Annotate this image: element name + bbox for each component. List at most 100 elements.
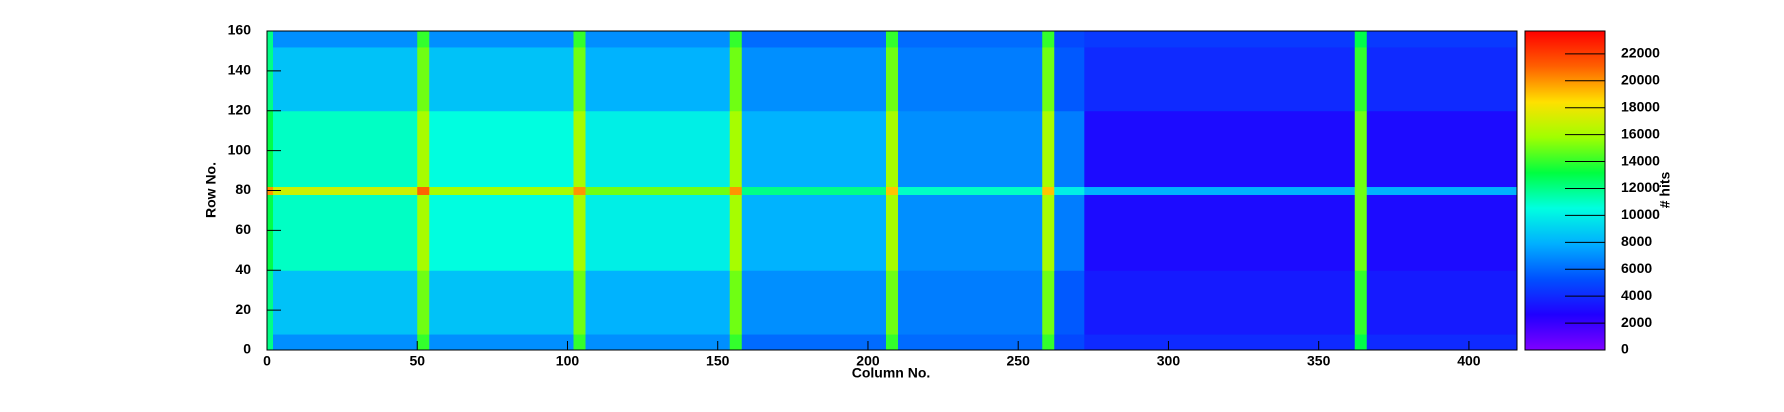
heatmap-cell	[267, 334, 274, 351]
heatmap-cell	[1054, 46, 1085, 112]
heatmap-cell	[1366, 186, 1518, 195]
heatmap-cell	[429, 186, 574, 195]
z-tick-label: 4000	[1621, 287, 1652, 303]
heatmap-cell	[417, 46, 430, 112]
heatmap-cell	[1042, 110, 1055, 188]
z-tick-label: 14000	[1621, 152, 1660, 168]
heatmap-cell	[729, 186, 743, 195]
x-axis-label: Column No.	[852, 365, 931, 381]
heatmap-cell	[273, 270, 418, 335]
heatmap-cell	[1366, 270, 1518, 335]
x-tick-label: 300	[1157, 353, 1181, 369]
heatmap-cell	[273, 194, 418, 271]
heatmap-cell	[267, 110, 274, 188]
heatmap-cell	[267, 46, 274, 112]
heatmap-cell	[1366, 46, 1518, 112]
heatmap-cell	[741, 186, 887, 195]
heatmap-cell	[585, 270, 731, 335]
z-tick-label: 20000	[1621, 72, 1660, 88]
heatmap-cell	[898, 194, 1043, 271]
heatmap-cell	[429, 110, 574, 188]
heatmap-cell	[273, 46, 418, 112]
heatmap-cell	[729, 110, 743, 188]
heatmap-cell	[1366, 31, 1518, 48]
heatmap-cell	[273, 334, 418, 351]
heatmap-cell	[1354, 31, 1368, 48]
heatmap-cell	[885, 270, 899, 335]
heatmap-cell	[885, 186, 899, 195]
heatmap-cell	[573, 194, 587, 271]
z-axis-label: # hits	[1657, 172, 1673, 209]
y-tick-label: 140	[228, 62, 252, 78]
y-axis-label: Row No.	[203, 162, 219, 218]
z-tick-label: 6000	[1621, 260, 1652, 276]
heatmap-cell	[729, 194, 743, 271]
heatmap-cell	[741, 194, 887, 271]
heatmap-cell	[741, 31, 887, 48]
heatmap-cell	[573, 334, 587, 351]
heatmap-cell	[1054, 334, 1085, 351]
heatmap-cell	[1042, 186, 1055, 195]
heatmap-cell	[1354, 270, 1368, 335]
heatmap-cell	[273, 186, 418, 195]
x-tick-label: 0	[263, 353, 271, 369]
heatmap-cell	[417, 334, 430, 351]
z-tick-label: 12000	[1621, 179, 1660, 195]
x-tick-label: 400	[1457, 353, 1481, 369]
heatmap-cell	[898, 270, 1043, 335]
heatmap-cell	[585, 186, 731, 195]
heatmap-cell	[898, 334, 1043, 351]
heatmap-cell	[1054, 186, 1085, 195]
z-tick-label: 0	[1621, 341, 1629, 357]
heatmap-cell	[729, 270, 743, 335]
z-tick-label: 22000	[1621, 45, 1660, 61]
y-tick-label: 60	[235, 221, 251, 237]
heatmap-cell	[417, 194, 430, 271]
heatmap-cell	[429, 270, 574, 335]
heatmap-cell	[1054, 194, 1085, 271]
heatmap-cell	[885, 110, 899, 188]
heatmap-cell	[898, 46, 1043, 112]
heatmap-cell	[429, 46, 574, 112]
heatmap-cell	[417, 110, 430, 188]
heatmap-cell	[1354, 186, 1368, 195]
heatmap-cell	[1354, 110, 1368, 188]
y-tick-label: 100	[228, 141, 252, 157]
heatmap-cell	[1354, 46, 1368, 112]
heatmap-cell	[417, 270, 430, 335]
heatmap-cell	[1354, 194, 1368, 271]
heatmap-cell	[1366, 334, 1518, 351]
z-tick-label: 18000	[1621, 98, 1660, 114]
heatmap-cell	[417, 186, 430, 195]
heatmap-cell	[1354, 334, 1368, 351]
z-tick-label: 2000	[1621, 314, 1652, 330]
heatmap-cell	[273, 110, 418, 188]
x-tick-label: 50	[409, 353, 425, 369]
heatmap-cell	[573, 186, 587, 195]
heatmap-cell	[429, 194, 574, 271]
heatmap-cell	[1054, 31, 1085, 48]
x-tick-label: 250	[1007, 353, 1031, 369]
y-tick-label: 20	[235, 301, 251, 317]
heatmap-cell	[267, 270, 274, 335]
z-tick-label: 10000	[1621, 206, 1660, 222]
heatmap-cell	[1084, 194, 1356, 271]
x-tick-label: 200	[856, 353, 880, 369]
y-tick-label: 0	[243, 341, 251, 357]
heatmap-cell	[585, 194, 731, 271]
heatmap-cell	[267, 194, 274, 271]
heatmap-cell	[741, 110, 887, 188]
heatmap-cell	[885, 31, 899, 48]
heatmap-cell	[573, 110, 587, 188]
colorbar	[1524, 30, 1606, 351]
heatmap-cell	[885, 334, 899, 351]
heatmap-cell	[429, 31, 574, 48]
y-tick-label: 120	[228, 101, 252, 117]
heatmap-cell	[429, 334, 574, 351]
heatmap-cell	[885, 194, 899, 271]
heatmap-cell	[585, 334, 731, 351]
heatmap-cell	[1366, 110, 1518, 188]
heatmap-cell	[1084, 334, 1356, 351]
heatmap-cell	[729, 46, 743, 112]
